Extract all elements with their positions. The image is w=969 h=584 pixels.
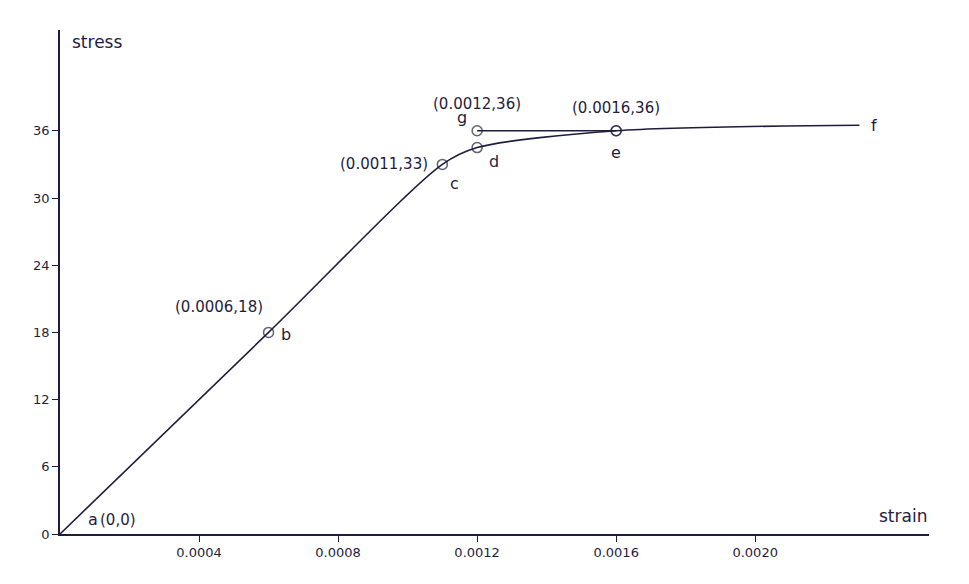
- svg-text:6: 6: [41, 459, 49, 474]
- svg-text:(0.0016,36): (0.0016,36): [572, 99, 660, 117]
- svg-text:(0.0006,18): (0.0006,18): [175, 298, 263, 316]
- svg-text:d: d: [489, 152, 499, 171]
- svg-text:e: e: [611, 143, 621, 162]
- svg-text:(0.0011,33): (0.0011,33): [340, 155, 428, 173]
- svg-text:(0,0): (0,0): [100, 511, 136, 529]
- svg-text:b: b: [281, 325, 291, 344]
- svg-text:36: 36: [33, 123, 50, 138]
- svg-text:0.0016: 0.0016: [593, 545, 639, 560]
- svg-text:g: g: [457, 108, 467, 127]
- svg-text:c: c: [450, 174, 459, 193]
- svg-text:0.0008: 0.0008: [315, 545, 361, 560]
- svg-text:24: 24: [33, 258, 50, 273]
- svg-text:0.0004: 0.0004: [176, 545, 222, 560]
- svg-text:12: 12: [33, 392, 50, 407]
- svg-text:0: 0: [41, 527, 49, 542]
- svg-text:0.0012: 0.0012: [454, 545, 500, 560]
- svg-text:(0.0012,36): (0.0012,36): [433, 95, 521, 113]
- svg-text:30: 30: [33, 191, 50, 206]
- svg-text:strain: strain: [879, 506, 927, 526]
- svg-text:f: f: [871, 116, 877, 135]
- svg-text:0.0020: 0.0020: [732, 545, 778, 560]
- svg-text:18: 18: [33, 325, 50, 340]
- svg-text:a: a: [88, 510, 98, 529]
- svg-text:stress: stress: [72, 32, 122, 52]
